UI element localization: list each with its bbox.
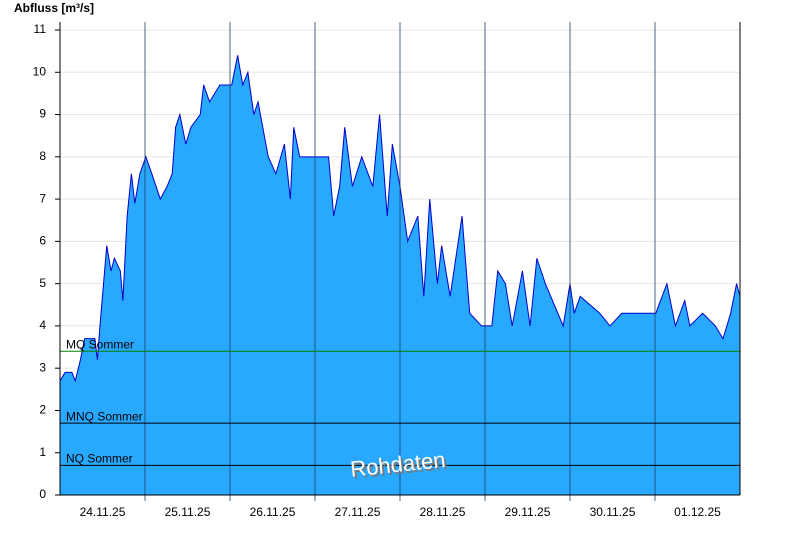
y-tick-label: 8 [39, 149, 46, 163]
x-tick-label: 01.12.25 [674, 505, 721, 519]
y-tick-label: 3 [39, 360, 46, 374]
y-tick-label: 7 [39, 191, 46, 205]
y-tick-label: 5 [39, 276, 46, 290]
reference-label: MNQ Sommer [66, 409, 143, 423]
x-tick-label: 24.11.25 [80, 505, 126, 519]
y-tick-label: 6 [39, 234, 46, 248]
y-tick-label: 2 [39, 403, 46, 417]
y-tick-label: 9 [39, 107, 46, 121]
x-tick-label: 29.11.25 [505, 505, 551, 519]
x-tick-label: 28.11.25 [420, 505, 466, 519]
line [59, 55, 741, 383]
y-tick-label: 4 [39, 318, 46, 332]
x-tick-label: 27.11.25 [335, 505, 381, 519]
reference-label: NQ Sommer [66, 452, 133, 466]
y-tick-label: 10 [33, 64, 47, 78]
y-tick-label: 1 [39, 445, 46, 459]
reference-label: MQ Sommer [66, 337, 134, 351]
y-axis-label: Abfluss [m³/s] [14, 1, 94, 15]
x-tick-label: 30.11.25 [590, 505, 636, 519]
x-tick-label: 26.11.25 [250, 505, 296, 519]
y-tick-label: 0 [39, 487, 46, 501]
x-tick-label: 25.11.25 [165, 505, 211, 519]
y-tick-label: 11 [34, 22, 47, 36]
